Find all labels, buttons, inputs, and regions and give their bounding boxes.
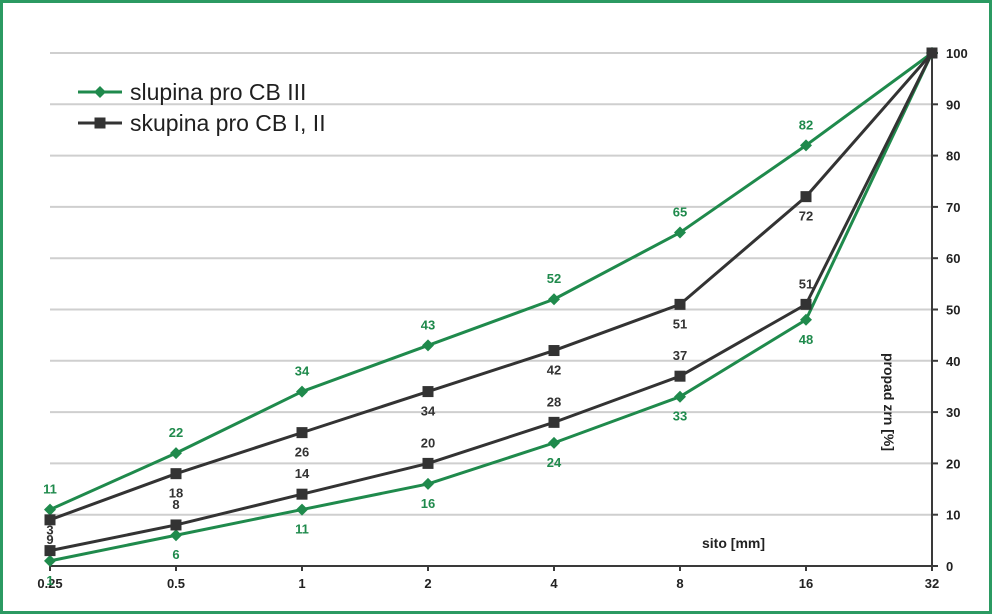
y-tick-label-70: 70 — [946, 200, 960, 215]
y-tick-label-100: 100 — [946, 46, 968, 61]
data-label-3-6: 51 — [799, 276, 813, 291]
legend-marker-0 — [94, 86, 106, 98]
y-tick-label-90: 90 — [946, 97, 960, 112]
x-axis-label: sito [mm] — [702, 535, 765, 551]
y-tick-label-0: 0 — [946, 559, 953, 574]
y-tick-label-10: 10 — [946, 508, 960, 523]
data-label-3-1: 8 — [172, 497, 179, 512]
series-line-0 — [49, 51, 933, 511]
x-tick-label-4: 4 — [550, 576, 558, 591]
x-tick-label-0.5: 0.5 — [167, 576, 185, 591]
y-tick-label-20: 20 — [946, 456, 960, 471]
y-tick-label-40: 40 — [946, 354, 960, 369]
data-label-1-3: 16 — [421, 496, 435, 511]
point-3-3 — [422, 457, 434, 469]
point-3-5 — [674, 370, 686, 382]
point-1-6 — [800, 313, 812, 326]
x-tick-label-2: 2 — [424, 576, 431, 591]
data-label-2-1: 18 — [169, 486, 183, 501]
legend-label-0: slupina pro CB III — [130, 79, 306, 105]
point-2-1 — [170, 468, 182, 480]
data-label-2-0: 9 — [46, 532, 53, 547]
data-label-1-1: 6 — [172, 547, 179, 562]
point-2-4 — [548, 345, 560, 357]
legend: slupina pro CB III skupina pro CB I, II — [78, 79, 326, 136]
y-tick-label-50: 50 — [946, 303, 960, 318]
legend-label-1: skupina pro CB I, II — [130, 110, 326, 136]
data-label-2-3: 34 — [421, 404, 436, 419]
point-0-2 — [296, 385, 308, 398]
point-2-2 — [296, 427, 308, 439]
data-label-0-0: 11 — [43, 482, 57, 497]
series-line-3 — [49, 52, 934, 553]
point-0-1 — [170, 447, 182, 460]
data-label-0-3: 43 — [421, 317, 435, 332]
series-line-1 — [49, 52, 934, 563]
legend-marker-1 — [94, 117, 106, 129]
point-0-6 — [800, 139, 812, 152]
data-label-3-4: 28 — [547, 394, 561, 409]
point-3-0 — [44, 545, 56, 557]
point-3-7 — [926, 47, 938, 59]
point-3-4 — [548, 416, 560, 428]
point-3-1 — [170, 519, 182, 531]
data-label-0-1: 22 — [169, 425, 183, 440]
data-label-3-2: 14 — [295, 466, 310, 481]
point-1-2 — [296, 503, 308, 516]
data-label-2-4: 42 — [547, 363, 561, 378]
data-label-0-2: 34 — [295, 364, 310, 379]
y-tick-label-80: 80 — [946, 149, 960, 164]
data-label-1-0: 1 — [46, 573, 53, 588]
point-0-0 — [44, 503, 56, 516]
x-tick-label-16: 16 — [799, 576, 813, 591]
data-label-0-4: 52 — [547, 271, 561, 286]
data-label-1-5: 33 — [673, 409, 687, 424]
point-2-3 — [422, 386, 434, 398]
x-tick-label-1: 1 — [298, 576, 305, 591]
point-1-5 — [674, 390, 686, 403]
data-label-3-3: 20 — [421, 435, 435, 450]
data-label-2-5: 51 — [673, 316, 687, 331]
point-3-2 — [296, 488, 308, 500]
point-0-3 — [422, 339, 434, 352]
point-1-1 — [170, 529, 182, 542]
data-label-0-6: 82 — [799, 117, 813, 132]
point-0-4 — [548, 293, 560, 306]
data-label-2-2: 26 — [295, 445, 309, 460]
x-tick-label-0.25: 0.25 — [37, 576, 62, 591]
point-1-4 — [548, 436, 560, 449]
point-1-3 — [422, 477, 434, 490]
data-label-3-5: 37 — [673, 348, 687, 363]
y-tick-label-30: 30 — [946, 405, 960, 420]
grid-lines — [50, 52, 932, 516]
data-label-1-2: 11 — [295, 522, 309, 537]
point-2-0 — [44, 514, 56, 526]
point-2-5 — [674, 298, 686, 310]
data-labels: 1122344352658216111624334891826344251723… — [43, 117, 813, 588]
x-tick-label-8: 8 — [676, 576, 683, 591]
point-0-5 — [674, 226, 686, 239]
point-3-6 — [800, 298, 812, 310]
data-label-0-5: 65 — [673, 205, 687, 220]
point-1-0 — [44, 554, 56, 567]
data-label-3-0: 3 — [46, 523, 53, 538]
data-label-1-4: 24 — [547, 455, 562, 470]
y-axis-label: propad zrn [%] — [881, 353, 897, 451]
series-lines — [44, 47, 938, 567]
series-line-2 — [49, 52, 934, 522]
x-tick-label-32: 32 — [925, 576, 939, 591]
point-2-6 — [800, 191, 812, 203]
data-label-1-6: 48 — [799, 332, 813, 347]
y-tick-label-60: 60 — [946, 251, 960, 266]
data-label-2-6: 72 — [799, 209, 813, 224]
